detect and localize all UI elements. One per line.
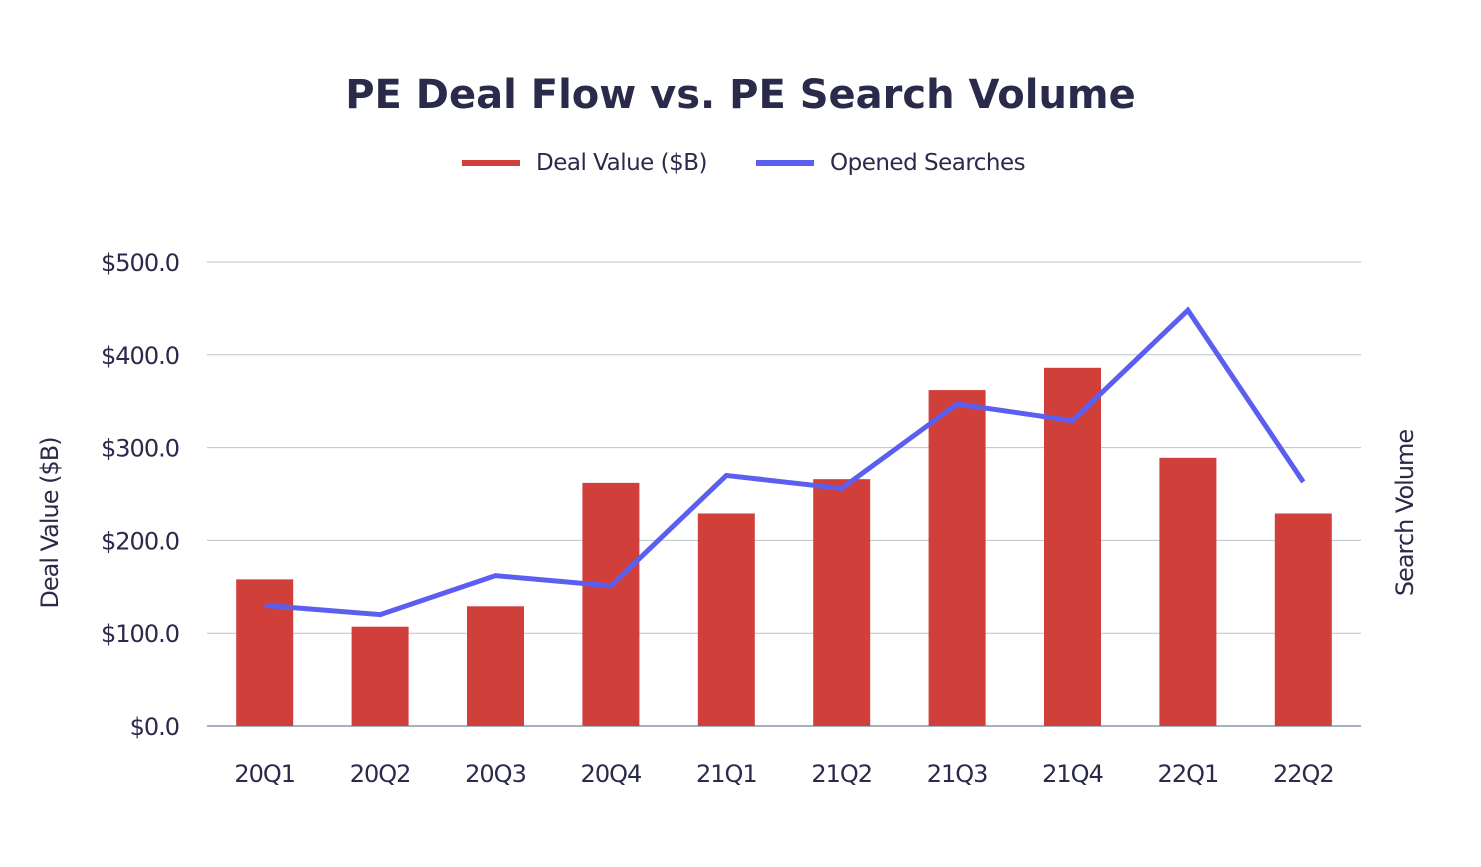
x-tick-label: 22Q2: [1273, 760, 1334, 788]
y-tick-label: $300.0: [101, 435, 179, 463]
y-tick-label: $400.0: [101, 342, 179, 370]
y-axis-tick-labels: $0.0 $100.0 $200.0 $300.0 $400.0 $500.0: [101, 249, 180, 741]
deal-value-bar: [236, 579, 294, 726]
legend-label-opened-searches: Opened Searches: [830, 150, 1026, 176]
deal-value-bars: [236, 367, 1332, 726]
x-tick-label: 22Q1: [1158, 760, 1219, 788]
x-tick-label: 21Q2: [811, 760, 872, 788]
deal-value-bar: [467, 606, 524, 726]
x-tick-label: 21Q1: [696, 760, 757, 788]
opened-searches-line: [264, 306, 1306, 618]
x-tick-label: 20Q2: [350, 760, 411, 788]
deal-value-bar: [928, 390, 986, 726]
x-tick-label: 20Q1: [234, 760, 295, 788]
y-tick-label: $100.0: [101, 620, 179, 648]
legend-swatch-deal-value: [462, 160, 520, 166]
legend-label-deal-value: Deal Value ($B): [536, 150, 708, 176]
deal-value-bar: [813, 479, 871, 726]
y2-axis-title: Search Volume: [1391, 430, 1419, 597]
deal-value-bar: [1044, 367, 1101, 726]
x-tick-label: 21Q3: [927, 760, 988, 788]
legend-item-deal-value: Deal Value ($B): [462, 146, 708, 180]
x-tick-label: 20Q4: [581, 760, 642, 788]
y-tick-label: $0.0: [130, 713, 179, 741]
legend-item-opened-searches: Opened Searches: [756, 146, 1026, 180]
x-tick-label: 21Q4: [1042, 760, 1103, 788]
x-axis-tick-labels: 20Q1 20Q2 20Q3 20Q4 21Q1 21Q2 21Q3 21Q4 22Q1 22Q2: [234, 760, 1334, 788]
deal-value-bar: [697, 513, 755, 726]
opened-searches-line-layer: [264, 306, 1306, 618]
legend-swatch-opened-searches: [756, 160, 814, 166]
deal-value-bar: [582, 482, 640, 726]
y-axis-title: Deal Value ($B): [36, 437, 64, 608]
chart-legend: Deal Value ($B) Opened Searches: [0, 146, 1481, 180]
deal-value-bar: [1274, 513, 1332, 726]
deal-value-bar: [1159, 457, 1217, 726]
chart-title: PE Deal Flow vs. PE Search Volume: [345, 72, 1136, 118]
x-tick-label: 20Q3: [465, 760, 526, 788]
deal-value-bar: [351, 626, 409, 726]
y-tick-label: $200.0: [101, 527, 179, 555]
y-tick-label: $500.0: [101, 249, 179, 277]
